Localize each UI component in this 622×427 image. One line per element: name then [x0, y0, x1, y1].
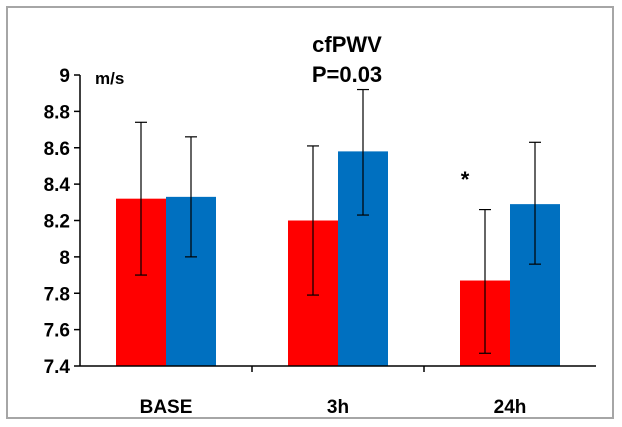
y-tick-label: 8	[59, 248, 70, 269]
y-tick-label: 7.6	[44, 321, 70, 342]
y-tick-label: 8.2	[44, 212, 70, 233]
x-axis-categories: BASE 3h 24h	[140, 366, 527, 418]
y-tick-label: 8.8	[44, 102, 70, 123]
x-category-label: 3h	[327, 397, 349, 418]
chart-subtitle: P=0.03	[312, 62, 382, 87]
bars-group	[116, 151, 560, 366]
chart-title: cfPWV	[312, 32, 382, 57]
error-bars-group	[135, 88, 541, 354]
x-category-label: 24h	[494, 397, 527, 418]
y-axis-unit-label: m/s	[95, 69, 124, 88]
y-axis-ticks: 7.4 7.6 7.8 8 8.2 8.4 8.6 8.8 9	[44, 66, 80, 378]
y-tick-label: 8.4	[44, 175, 71, 196]
significance-asterisk: *	[461, 167, 470, 192]
y-tick-label: 9	[59, 66, 70, 87]
y-tick-label: 7.4	[44, 357, 71, 378]
y-tick-label: 8.6	[44, 139, 70, 160]
y-tick-label: 7.8	[44, 284, 70, 305]
annotations-group: *	[461, 167, 470, 192]
x-category-label: BASE	[140, 397, 193, 418]
